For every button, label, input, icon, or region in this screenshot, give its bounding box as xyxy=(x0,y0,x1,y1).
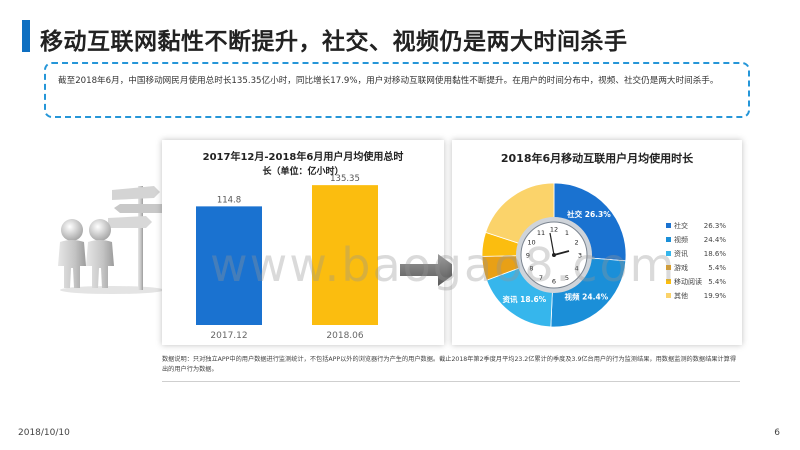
clock-numeral: 4 xyxy=(574,265,578,273)
legend-value: 5.4% xyxy=(708,264,726,272)
clock-numeral: 1 xyxy=(565,229,569,237)
clock-numeral: 6 xyxy=(552,278,556,286)
clock-numeral: 9 xyxy=(526,252,530,260)
footnote-divider xyxy=(162,381,740,382)
pie-chart-panel: 2018年6月移动互联用户月均使用时长 社交 26.3% 视频 24.4% 资讯 1… xyxy=(452,140,742,345)
bar-category-label: 2018.06 xyxy=(326,331,363,341)
clock-minute-hand xyxy=(549,232,555,256)
page-title: 移动互联网黏性不断提升，社交、视频仍是两大时间杀手 xyxy=(40,29,628,55)
clock-numeral: 11 xyxy=(537,229,545,237)
legend-swatch xyxy=(666,279,671,284)
legend-label: 移动阅读 xyxy=(674,277,702,286)
watermark: www.baogao8.com xyxy=(210,238,677,292)
legend-value: 26.3% xyxy=(704,222,727,230)
footer-date: 2018/10/10 xyxy=(18,428,70,438)
legend-label: 资讯 xyxy=(674,249,688,258)
legend-swatch xyxy=(666,251,671,256)
bar-chart-subtitle: 长（单位：亿小时） xyxy=(262,167,344,177)
summary-box: 截至2018年6月，中国移动网民月使用总时长135.35亿小时，同比增长17.9… xyxy=(44,62,750,118)
legend-label: 社交 xyxy=(674,221,688,230)
clock-numeral: 8 xyxy=(529,265,533,273)
legend-label: 游戏 xyxy=(674,263,688,272)
legend-swatch xyxy=(666,223,671,228)
clock-hour-hand xyxy=(553,250,570,256)
clock-numeral: 10 xyxy=(527,239,535,247)
legend-value: 24.4% xyxy=(704,236,727,244)
clock-numeral: 2 xyxy=(574,239,578,247)
pie-chart-title: 2018年6月移动互联用户月均使用时长 xyxy=(500,152,694,165)
legend-label: 其他 xyxy=(674,291,688,300)
clock-numeral: 5 xyxy=(565,274,569,282)
clock-numeral: 7 xyxy=(539,274,543,282)
bar-chart-title: 2017年12月-2018年6月用户月均使用总时 xyxy=(202,152,404,163)
legend-value: 18.6% xyxy=(704,250,727,258)
bar-chart: 114.8 2017.12 135.35 2018.06 xyxy=(196,174,378,341)
title-accent-bar xyxy=(22,20,30,52)
legend-swatch xyxy=(666,265,671,270)
legend-label: 视频 xyxy=(674,235,688,244)
clock-numeral: 12 xyxy=(550,226,558,234)
footnote-text: 数据说明：只对独立APP中的用户数据进行监测统计，不包括APP以外的浏览器行为产… xyxy=(162,356,737,373)
legend-value: 5.4% xyxy=(708,278,726,286)
people-signpost-illustration xyxy=(58,186,164,294)
bar-2017.12 xyxy=(196,206,262,325)
legend-swatch xyxy=(666,237,671,242)
summary-text: 截至2018年6月，中国移动网民月使用总时长135.35亿小时，同比增长17.9… xyxy=(58,76,719,86)
page-number: 6 xyxy=(774,428,780,438)
pie-slice-label: 资讯 18.6% xyxy=(503,294,547,304)
arrow-icon xyxy=(400,254,460,286)
pie-slice-label: 视频 24.4% xyxy=(565,292,609,302)
bar-value-label: 114.8 xyxy=(217,195,241,205)
legend-value: 19.9% xyxy=(704,292,727,300)
bar-value-label: 135.35 xyxy=(330,174,360,184)
legend-swatch xyxy=(666,293,671,298)
clock-center xyxy=(552,253,556,257)
bar-category-label: 2017.12 xyxy=(210,331,247,341)
bar-2018.06 xyxy=(312,185,378,325)
bar-chart-panel: 2017年12月-2018年6月用户月均使用总时 长（单位：亿小时） 114.8… xyxy=(162,140,444,345)
pie-slice-label: 社交 26.3% xyxy=(566,209,611,219)
clock-numeral: 3 xyxy=(578,252,582,260)
